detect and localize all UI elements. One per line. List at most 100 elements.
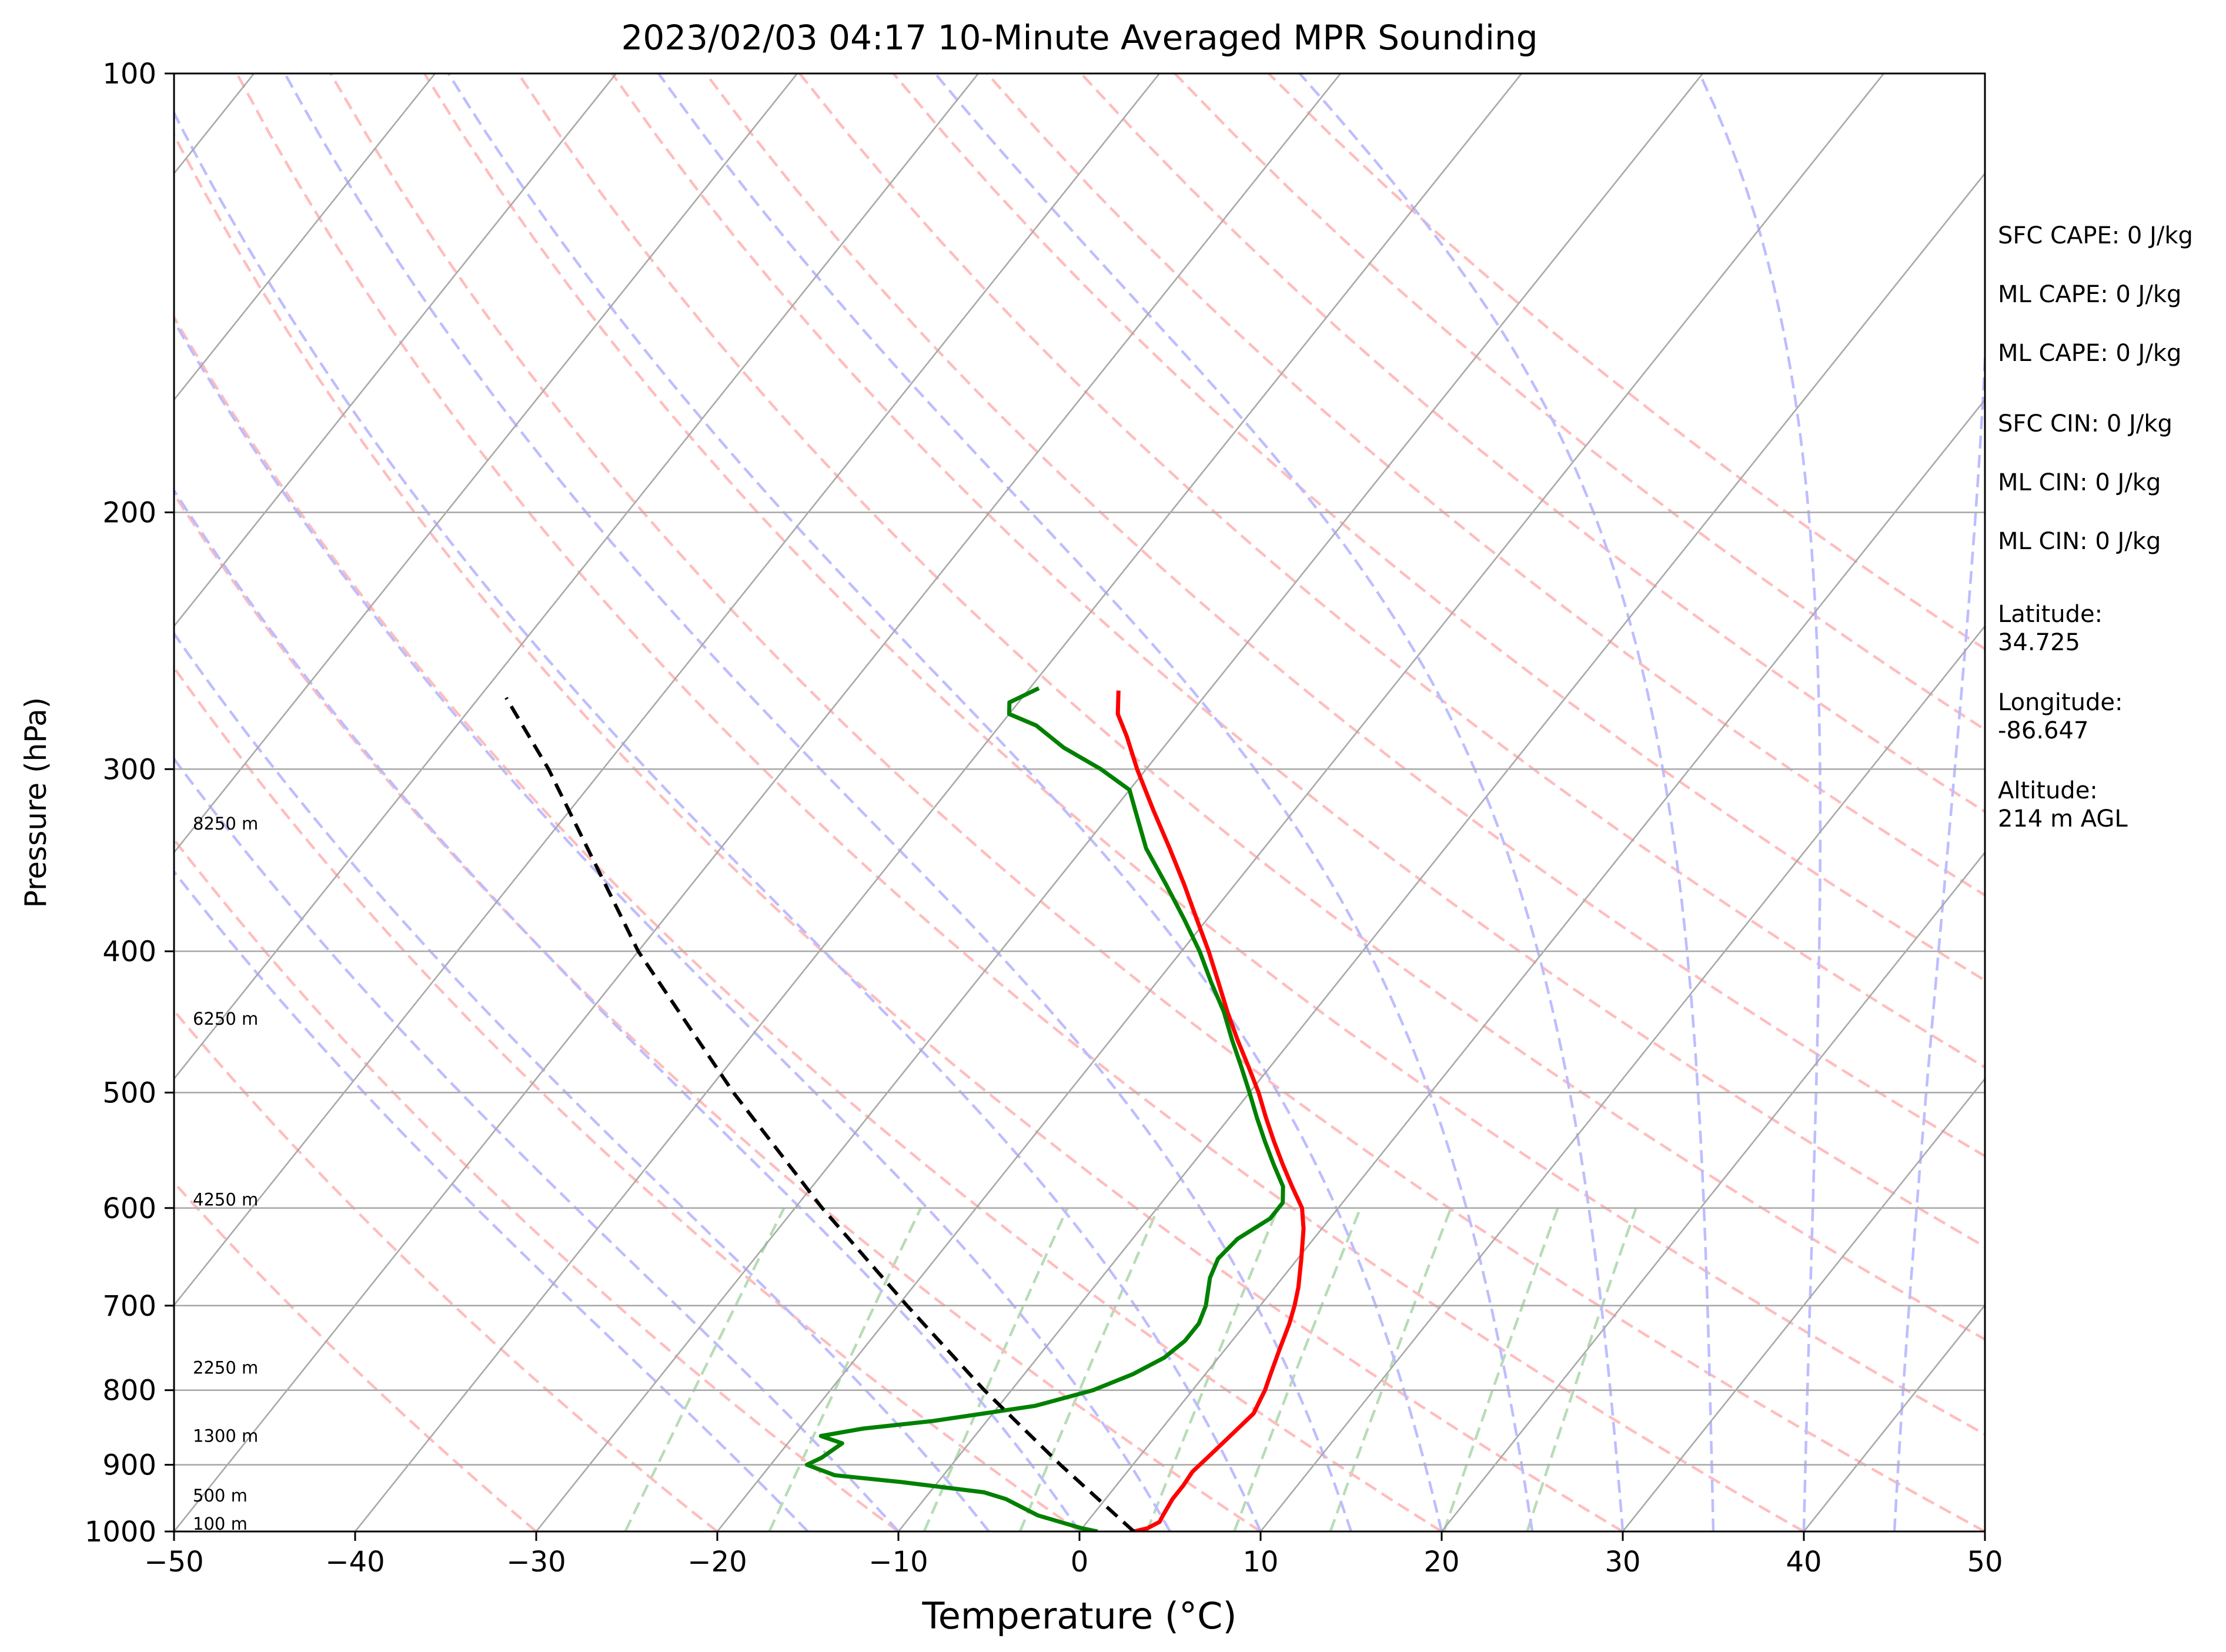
height-label: 1300 m	[193, 1426, 258, 1446]
y-axis-label: Pressure (hPa)	[19, 697, 53, 908]
info-panel-line: Altitude:	[1998, 777, 2098, 804]
info-panel-line: 34.725	[1998, 629, 2080, 656]
y-tick-label: 600	[102, 1192, 156, 1225]
dry-adiabat-line	[174, 491, 1262, 1531]
height-label: 4250 m	[193, 1189, 258, 1209]
isotherm-line	[535, 73, 1704, 1531]
dry-adiabat-line	[174, 665, 1081, 1531]
dry-adiabat-line	[423, 73, 1985, 1436]
mixing-ratio-lines	[624, 1207, 1637, 1531]
mixing-ratio-line	[1145, 1207, 1279, 1531]
parcel-trace	[504, 697, 1135, 1531]
x-tick-label: 50	[1967, 1546, 2003, 1579]
x-tick-label: 40	[1786, 1546, 1821, 1579]
info-panel-line: 214 m AGL	[1998, 805, 2128, 832]
info-panel-line: ML CAPE: 0 J/kg	[1998, 340, 2181, 367]
dewpoint-trace	[804, 686, 1285, 1531]
x-tick-label: −10	[868, 1546, 928, 1579]
moist-adiabat-line	[283, 73, 1353, 1531]
moist-adiabat-line	[447, 73, 1443, 1531]
moist-adiabat-line	[1298, 73, 1715, 1531]
x-tick-label: −20	[687, 1546, 747, 1579]
moist-adiabat-line	[174, 631, 990, 1531]
y-tick-label: 400	[102, 935, 156, 968]
height-label: 100 m	[193, 1514, 248, 1534]
dry-adiabat-line	[986, 73, 1985, 897]
x-tick-label: −30	[506, 1546, 566, 1579]
height-labels: 100 m 500 m 1300 m 2250 m 4250 m 6250 m 8250 m	[193, 814, 258, 1534]
y-axis: 100 200 300 400 500 600 700 800 900 1000	[85, 58, 174, 1549]
x-axis-label: Temperature (°C)	[921, 1594, 1236, 1637]
mixing-ratio-line	[1233, 1207, 1362, 1531]
mixing-ratio-line	[1329, 1207, 1452, 1531]
isotherm-line	[174, 73, 436, 402]
info-panel-line: Longitude:	[1998, 689, 2123, 716]
dry-adiabat-line	[174, 837, 900, 1531]
chart-title: 2023/02/03 04:17 10-Minute Averaged MPR …	[621, 18, 1538, 58]
moist-adiabat-line	[174, 488, 1081, 1531]
isotherm-line	[716, 73, 1885, 1531]
x-tick-label: 0	[1071, 1546, 1089, 1579]
moist-adiabat-line	[1698, 73, 1822, 1531]
isotherm-line	[174, 73, 617, 628]
y-tick-label: 300	[102, 753, 156, 786]
isotherm-line	[354, 73, 1523, 1531]
dry-adiabat-line	[798, 73, 1985, 1069]
isotherm-line	[174, 73, 1161, 1307]
moist-adiabat-line	[174, 110, 1262, 1531]
mixing-ratio-line	[1442, 1208, 1559, 1531]
dry-adiabat-line	[235, 73, 1805, 1531]
moist-adiabat-line	[174, 870, 809, 1531]
x-tick-label: 30	[1605, 1546, 1640, 1579]
dry-adiabats	[174, 73, 1985, 1531]
x-tick-label: 20	[1423, 1546, 1459, 1579]
moist-adiabats	[174, 73, 1985, 1531]
temperature-trace	[1115, 690, 1306, 1531]
y-tick-label: 1000	[85, 1516, 156, 1549]
info-panel-line: ML CIN: 0 J/kg	[1998, 469, 2161, 496]
y-tick-label: 800	[102, 1375, 156, 1407]
dry-adiabat-line	[517, 73, 1985, 1341]
plot-frame	[173, 72, 1986, 1533]
isotherm-line	[897, 172, 1985, 1531]
mixing-ratio-line	[1018, 1207, 1159, 1531]
dry-adiabat-line	[174, 1008, 718, 1531]
isotherm-line	[1259, 624, 1985, 1531]
moist-adiabat-line	[934, 73, 1625, 1531]
height-label: 2250 m	[193, 1357, 258, 1377]
y-tick-label: 100	[102, 58, 156, 91]
moist-adiabat-line	[657, 73, 1534, 1531]
info-panel-line: ML CAPE: 0 J/kg	[1998, 281, 2181, 308]
moist-adiabat-line	[1893, 330, 1985, 1531]
dry-adiabat-line	[174, 1181, 537, 1531]
dry-adiabat-line	[174, 315, 1443, 1531]
isotherm-line	[1078, 398, 1985, 1531]
x-tick-label: 10	[1242, 1546, 1278, 1579]
y-tick-label: 500	[102, 1076, 156, 1109]
dry-adiabat-line	[329, 73, 1985, 1531]
x-tick-label: −40	[325, 1546, 385, 1579]
y-tick-label: 900	[102, 1449, 156, 1482]
isotherm-line	[1622, 1077, 1985, 1531]
height-label: 8250 m	[193, 814, 258, 834]
y-tick-label: 200	[102, 497, 156, 530]
info-panel-line: ML CIN: 0 J/kg	[1998, 528, 2161, 555]
dry-adiabat-line	[1079, 73, 1985, 814]
dry-adiabat-line	[611, 73, 1985, 1249]
info-panel-line: Latitude:	[1998, 601, 2103, 628]
dry-adiabat-line	[704, 73, 1985, 1158]
sounding-traces	[504, 686, 1306, 1531]
y-tick-label: 700	[102, 1290, 156, 1323]
x-axis: −50 −40 −30 −20 −10 0 10 20 30 40 50	[144, 1531, 2003, 1579]
pressure-gridlines	[174, 73, 1985, 1531]
info-panel: SFC CAPE: 0 J/kg ML CAPE: 0 J/kg ML CAPE: …	[1998, 222, 2193, 832]
moist-adiabat-line	[174, 757, 900, 1531]
dry-adiabat-line	[174, 132, 1624, 1531]
height-label: 500 m	[193, 1486, 248, 1506]
isotherm-line	[174, 73, 798, 854]
isotherm-line	[174, 73, 1342, 1531]
info-panel-line: SFC CAPE: 0 J/kg	[1998, 222, 2193, 249]
info-panel-line: -86.647	[1998, 717, 2088, 744]
isotherm-line	[1440, 851, 1985, 1531]
